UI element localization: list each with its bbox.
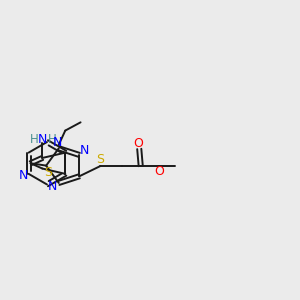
Text: N: N bbox=[80, 144, 89, 157]
Text: N: N bbox=[19, 169, 28, 182]
Text: N: N bbox=[38, 133, 48, 146]
Text: S: S bbox=[44, 166, 52, 178]
Text: H: H bbox=[30, 133, 38, 146]
Text: N: N bbox=[48, 180, 57, 193]
Text: S: S bbox=[96, 153, 104, 166]
Text: O: O bbox=[134, 137, 144, 150]
Text: N: N bbox=[52, 136, 62, 149]
Text: H: H bbox=[47, 133, 56, 146]
Text: O: O bbox=[154, 165, 164, 178]
